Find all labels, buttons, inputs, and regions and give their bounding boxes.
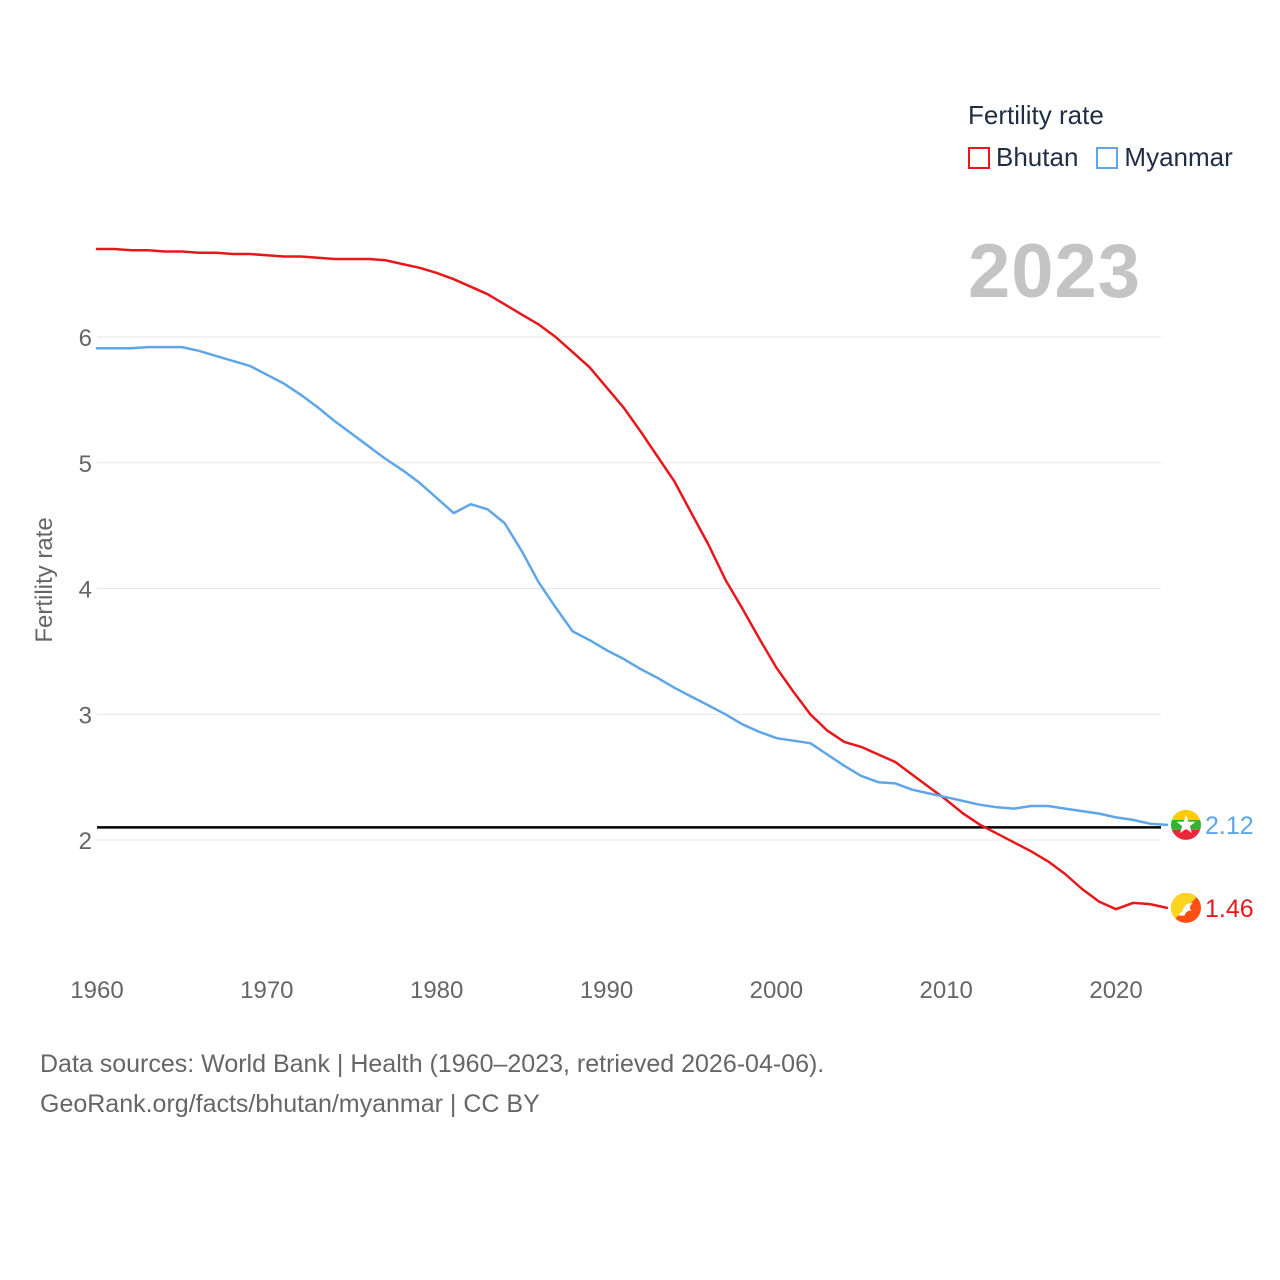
source-note: Data sources: World Bank | Health (1960–… — [40, 1044, 824, 1124]
y-tick-label: 6 — [79, 325, 92, 352]
year-label: 2023 — [968, 229, 1142, 314]
dragon-icon — [1178, 903, 1193, 916]
x-tick-label: 2010 — [920, 977, 973, 1004]
source-line-1: Data sources: World Bank | Health (1960–… — [40, 1050, 825, 1078]
y-tick-label: 5 — [79, 451, 92, 478]
myanmar-flag-icon — [1171, 809, 1201, 840]
source-line-2[interactable]: GeoRank.org/facts/bhutan/myanmar | CC BY — [40, 1090, 540, 1118]
legend: Bhutan Myanmar — [968, 142, 1233, 173]
x-tick-label: 2000 — [750, 977, 803, 1004]
y-tick-label: 2 — [79, 828, 92, 855]
legend-label-myanmar: Myanmar — [1124, 142, 1233, 172]
y-tick-label: 4 — [79, 577, 92, 604]
legend-swatch-bhutan — [968, 146, 990, 169]
end-value-label-myanmar: 2.12 — [1205, 812, 1254, 840]
bhutan-flag-icon — [1171, 892, 1201, 923]
y-tick-label: 3 — [79, 702, 92, 729]
x-tick-label: 1990 — [580, 977, 633, 1004]
star-icon — [1176, 814, 1196, 833]
end-markers: 1.46 2.12 — [1171, 809, 1254, 923]
legend-swatch-myanmar — [1096, 146, 1119, 169]
flag-marker-bhutan — [1171, 892, 1201, 923]
legend-title: Fertility rate — [968, 100, 1104, 130]
axes: Fertility rate 2 3 4 5 6 1960 1970 1980 1990 2000… — [31, 325, 1143, 1004]
y-axis-title: Fertility rate — [31, 517, 58, 642]
x-tick-label: 1960 — [70, 977, 123, 1004]
series-line-bhutan — [95, 247, 1169, 911]
flag-marker-myanmar — [1171, 809, 1201, 840]
legend-label-bhutan: Bhutan — [996, 142, 1079, 172]
legend-item-bhutan[interactable]: Bhutan — [968, 142, 1078, 173]
end-value-label-bhutan: 1.46 — [1205, 895, 1254, 923]
grid-lines — [97, 336, 1161, 841]
series-line-myanmar — [95, 345, 1169, 827]
legend-item-myanmar[interactable]: Myanmar — [1096, 142, 1233, 173]
series-lines — [95, 247, 1169, 911]
x-tick-label: 1980 — [410, 977, 463, 1004]
x-tick-label: 1970 — [240, 977, 293, 1004]
x-tick-label: 2020 — [1089, 977, 1142, 1004]
